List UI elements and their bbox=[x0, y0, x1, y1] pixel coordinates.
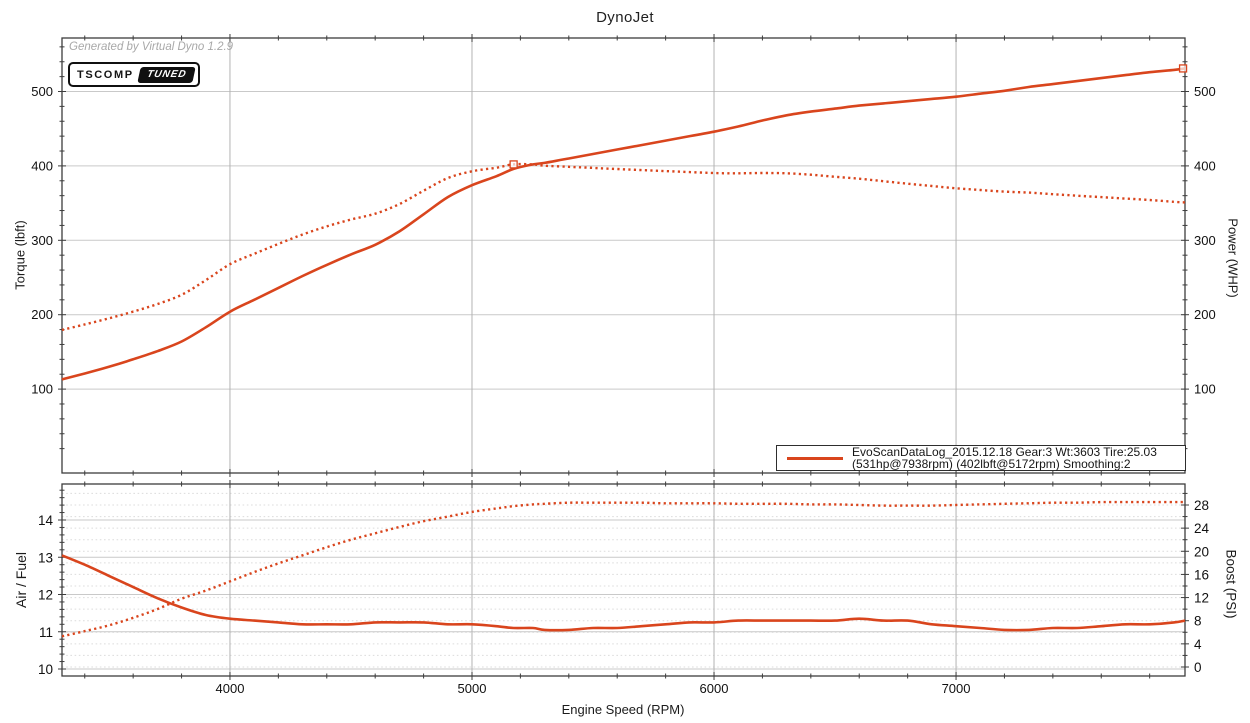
power-tick-label: 300 bbox=[1194, 233, 1216, 248]
peak-marker bbox=[509, 160, 518, 169]
afr-axis-label: Air / Fuel bbox=[13, 551, 29, 609]
logo-tag: TUNED bbox=[136, 66, 196, 83]
peak-marker bbox=[1178, 64, 1188, 73]
power-tick-label: 400 bbox=[1194, 158, 1216, 173]
boost-tick-label: 0 bbox=[1194, 660, 1202, 675]
power-curve bbox=[61, 67, 1186, 381]
torque-tick-label: 400 bbox=[31, 158, 53, 173]
afr-tick-label: 13 bbox=[38, 550, 53, 565]
boost-tick-label: 24 bbox=[1194, 521, 1210, 536]
boost-tick-label: 8 bbox=[1194, 614, 1202, 629]
torque-tick-label: 100 bbox=[31, 382, 53, 397]
torque-axis-label: Torque (lbft) bbox=[12, 220, 28, 290]
afr-tick-label: 14 bbox=[38, 513, 54, 528]
watermark-text: Generated by Virtual Dyno 1.2.9 bbox=[69, 41, 234, 53]
legend-line-2: (531hp@7938rpm) (402lbft@5172rpm) Smooth… bbox=[852, 457, 1131, 471]
legend-line-swatch bbox=[787, 456, 843, 460]
legend-line-1: EvoScanDataLog_2015.12.18 Gear:3 Wt:3603… bbox=[852, 444, 1157, 459]
chart-title: DynoJet bbox=[596, 9, 654, 26]
logo-name: TSCOMP bbox=[77, 68, 134, 81]
torque-tick-label: 300 bbox=[31, 233, 53, 248]
rpm-axis-label: Engine Speed (RPM) bbox=[561, 702, 685, 717]
legend-box: EvoScanDataLog_2015.12.18 Gear:3 Wt:3603… bbox=[776, 445, 1186, 471]
rpm-tick-label: 6000 bbox=[700, 681, 729, 696]
afr-tick-label: 12 bbox=[38, 588, 53, 603]
boost-tick-label: 28 bbox=[1194, 498, 1209, 513]
rpm-tick-label: 4000 bbox=[216, 681, 245, 696]
tscomp-tuned-logo: TSCOMP TUNED bbox=[68, 62, 201, 87]
power-axis-label: Power (WHP) bbox=[1225, 218, 1241, 298]
afr-tick-label: 11 bbox=[39, 625, 53, 640]
power-tick-label: 500 bbox=[1194, 84, 1216, 99]
torque-tick-label: 200 bbox=[31, 307, 53, 322]
power-tick-label: 200 bbox=[1194, 307, 1216, 322]
boost-tick-label: 16 bbox=[1194, 567, 1209, 582]
boost-tick-label: 4 bbox=[1194, 637, 1202, 652]
boost-tick-label: 12 bbox=[1194, 591, 1209, 606]
afr-curve bbox=[61, 554, 1186, 632]
rpm-tick-label: 7000 bbox=[942, 681, 971, 696]
legend-text: EvoScanDataLog_2015.12.18 Gear:3 Wt:3603… bbox=[852, 444, 1157, 471]
power-tick-label: 100 bbox=[1194, 382, 1216, 397]
rpm-tick-label: 5000 bbox=[458, 681, 487, 696]
boost-tick-label: 20 bbox=[1194, 544, 1209, 559]
boost-axis-label: Boost (PSI) bbox=[1223, 549, 1239, 619]
torque-tick-label: 500 bbox=[31, 84, 53, 99]
afr-tick-label: 10 bbox=[38, 662, 53, 677]
